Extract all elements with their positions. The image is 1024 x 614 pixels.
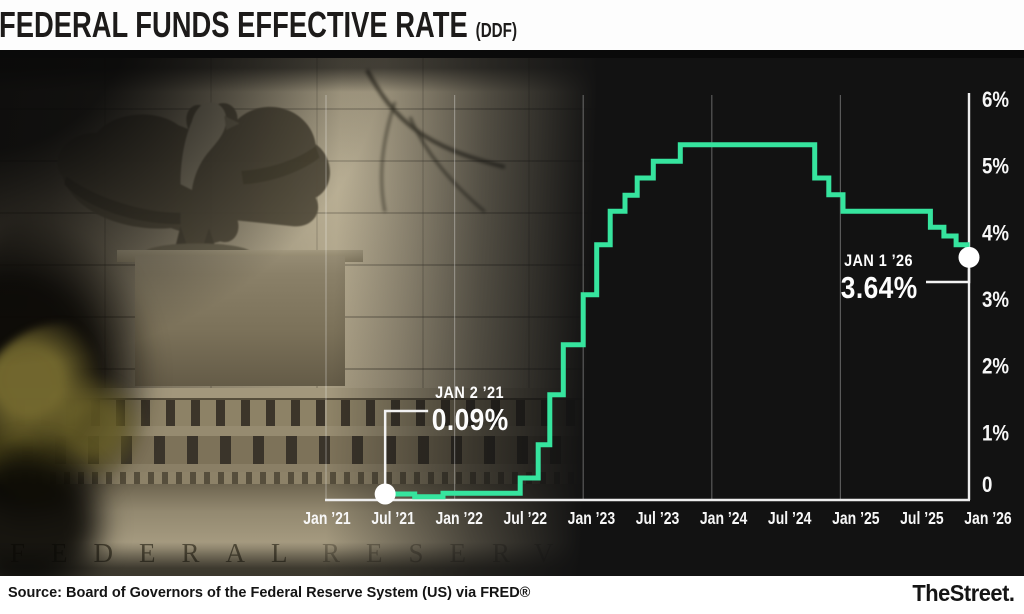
y-tick-label: 3% (982, 289, 1009, 313)
ticker-symbol: (DDF) (475, 20, 518, 42)
y-tick-label: 4% (982, 222, 1009, 246)
y-tick-label: 0 (982, 474, 992, 498)
annotation-end-value: 3.64% (840, 270, 918, 305)
y-tick-label: 1% (982, 422, 1009, 446)
annotation-end-date: JAN 1 ’26 (844, 251, 914, 270)
photo-fade-overlay (0, 58, 640, 576)
federal-reserve-photo: FEDERAL RESERV (0, 58, 640, 576)
x-tick-label: Jul ’24 (768, 510, 812, 529)
annotation-start-value: 0.09% (431, 402, 509, 437)
annotation-end: JAN 1 ’26 3.64% (814, 251, 944, 305)
y-tick-label: 6% (982, 89, 1009, 113)
source-attribution: Source: Board of Governors of the Federa… (8, 585, 531, 601)
annotation-start-date: JAN 2 ’21 (435, 383, 505, 402)
y-tick-label: 5% (982, 155, 1009, 179)
annotation-start: JAN 2 ’21 0.09% (397, 383, 543, 437)
end-dot (958, 246, 980, 268)
y-tick-label: 2% (982, 355, 1009, 379)
x-tick-label: Jul ’25 (900, 510, 944, 529)
page-title: FEDERAL FUNDS EFFECTIVE RATE (DDF) (0, 4, 517, 46)
x-tick-label: Jan ’26 (964, 510, 1012, 529)
header: FEDERAL FUNDS EFFECTIVE RATE (DDF) (0, 0, 1024, 50)
footer: Source: Board of Governors of the Federa… (0, 576, 1024, 614)
x-tick-label: Jan ’24 (700, 510, 748, 529)
thestreet-logo: TheStreet. (911, 579, 1015, 606)
chart-title: FEDERAL FUNDS EFFECTIVE RATE (0, 4, 468, 45)
x-tick-label: Jan ’25 (832, 510, 880, 529)
x-tick-label: Jul ’23 (636, 510, 680, 529)
header-divider (0, 50, 1024, 58)
